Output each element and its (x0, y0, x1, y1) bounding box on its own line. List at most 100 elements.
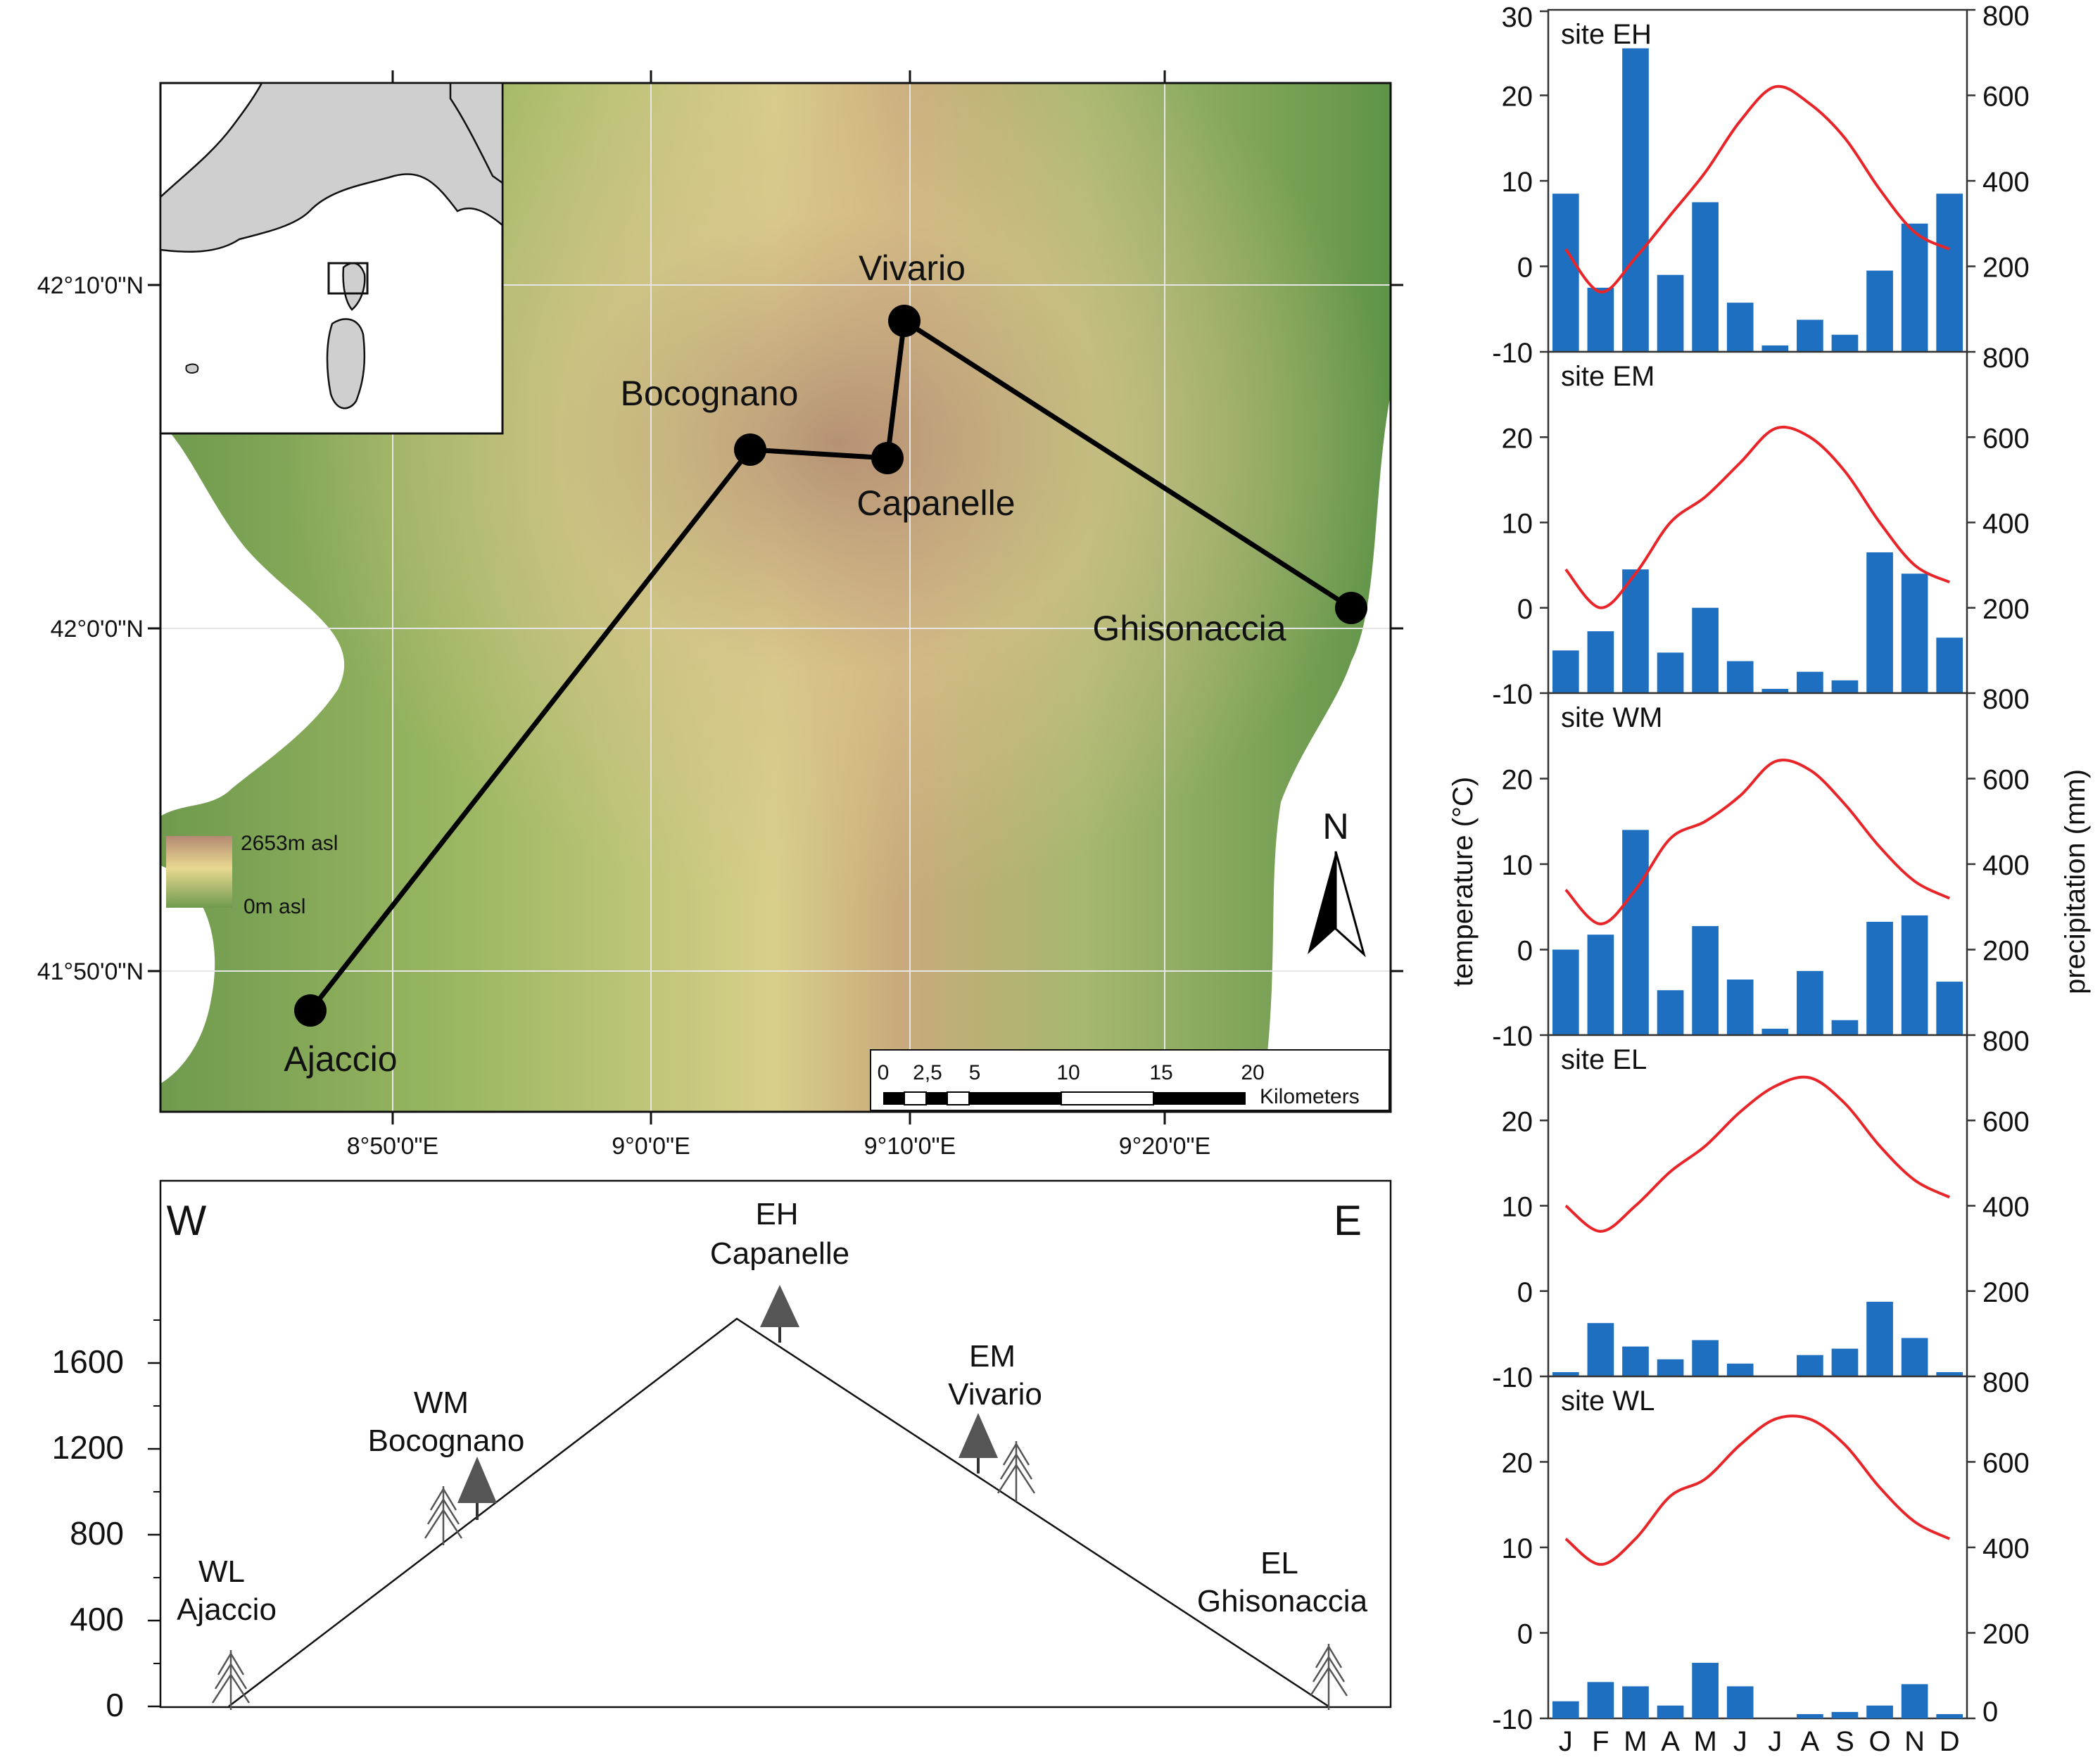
precipitation-tick: 0 (1982, 1697, 1998, 1728)
precipitation-bar (1901, 915, 1928, 1035)
month-label: A (1801, 1726, 1820, 1757)
town-label-vivario: Vivario (859, 248, 966, 288)
precipitation-bar (1901, 573, 1928, 693)
north-arrow-label: N (1322, 806, 1349, 847)
temperature-tick: -10 (1492, 338, 1533, 369)
temperature-line (1564, 426, 1951, 609)
precipitation-bar (1831, 1020, 1859, 1035)
precipitation-bar (1692, 202, 1719, 352)
precipitation-bar (1761, 345, 1789, 352)
precipitation-bar (1797, 319, 1823, 352)
scale-tick: 5 (969, 1061, 981, 1084)
precipitation-bar (1797, 671, 1823, 693)
profile-site-code: WM (414, 1386, 469, 1420)
precipitation-tick: 600 (1982, 765, 2030, 796)
precipitation-bar (1761, 688, 1789, 693)
precipitation-bar (1726, 980, 1754, 1035)
legend-low-label: 0m asl (243, 895, 305, 918)
tree-icon (997, 1441, 1036, 1502)
precipitation-bar (1692, 1340, 1719, 1376)
capanelle-marker (871, 442, 904, 474)
profile-y-tick: 0 (106, 1687, 124, 1723)
tree-icon (211, 1650, 251, 1710)
month-label: J (1559, 1726, 1573, 1757)
profile-terrain-line (228, 1317, 1329, 1708)
station-icon (457, 1457, 497, 1520)
climate-panel-title: site EM (1561, 361, 1655, 392)
precipitation-bar (1587, 1323, 1614, 1376)
month-label: D (1940, 1726, 1960, 1757)
precipitation-bar (1552, 1701, 1579, 1718)
elevation-profile: W E 0 400 800 1200 1600 WL Ajaccio WM Bo… (52, 1179, 1392, 1723)
temperature-tick: 10 (1502, 1533, 1533, 1564)
precipitation-tick: 800 (1982, 1367, 2030, 1398)
temperature-tick: 20 (1502, 1106, 1533, 1137)
month-label: F (1592, 1726, 1609, 1757)
town-labels: Vivario Bocognano Capanelle Ghisonaccia … (284, 248, 1286, 1079)
precipitation-bar (1901, 223, 1928, 352)
month-label: M (1624, 1726, 1647, 1757)
precipitation-bar (1657, 1705, 1684, 1718)
precipitation-tick: 200 (1982, 936, 2030, 967)
climate-panel-title: site EH (1561, 19, 1652, 50)
profile-y-tick: 1600 (52, 1343, 124, 1380)
lon-label: 9°0'0"E (612, 1133, 690, 1160)
north-arrow: N (1308, 806, 1366, 958)
precipitation-bar (1831, 1711, 1859, 1718)
temperature-tick: 0 (1517, 594, 1533, 625)
precipitation-bar (1622, 830, 1649, 1035)
precipitation-tick: 400 (1982, 1192, 2030, 1223)
climate-panel-title: site WL (1561, 1386, 1655, 1416)
climate-panel-em: -10 0 10 20 200 400 600 800 site EM (1492, 343, 2030, 710)
precipitation-bar (1657, 990, 1684, 1035)
temperature-tick: 0 (1517, 1619, 1533, 1650)
scale-unit: Kilometers (1260, 1085, 1360, 1108)
precipitation-bar (1866, 1301, 1893, 1376)
climate-panel-title: site EL (1561, 1044, 1647, 1075)
town-label-ajaccio: Ajaccio (284, 1039, 397, 1079)
temperature-line (1564, 1414, 1951, 1566)
month-label: J (1733, 1726, 1747, 1757)
temperature-tick: 10 (1502, 509, 1533, 540)
temperature-axis-label: temperature (°C) (1448, 777, 1479, 987)
precipitation-bar (1622, 1346, 1649, 1376)
temperature-line (1564, 84, 1951, 293)
profile-site-name: Ajaccio (177, 1592, 277, 1627)
precipitation-bar (1587, 287, 1614, 352)
month-label: A (1661, 1726, 1680, 1757)
precipitation-bar (1622, 569, 1649, 693)
precipitation-axis-label: precipitation (mm) (2060, 769, 2091, 994)
precipitation-bar (1761, 1028, 1789, 1035)
precipitation-bar (1587, 631, 1614, 693)
temperature-tick: 10 (1502, 167, 1533, 198)
temperature-tick: -10 (1492, 1362, 1533, 1393)
temperature-tick: 20 (1502, 765, 1533, 796)
precipitation-bar (1866, 1705, 1893, 1718)
temperature-tick: 20 (1502, 423, 1533, 454)
station-icon (760, 1285, 799, 1343)
scale-tick: 15 (1149, 1061, 1172, 1084)
precipitation-bar (1831, 334, 1859, 352)
profile-site-name: Ghisonaccia (1197, 1584, 1368, 1618)
lon-label: 8°50'0"E (347, 1133, 438, 1160)
precipitation-bar (1936, 638, 1963, 693)
precipitation-tick: 400 (1982, 167, 2030, 198)
temperature-tick: 10 (1502, 850, 1533, 881)
scale-tick: 10 (1056, 1061, 1080, 1084)
temperature-tick: -10 (1492, 1021, 1533, 1052)
profile-site-code: EM (969, 1339, 1016, 1374)
precipitation-bar (1692, 607, 1719, 693)
precipitation-bar (1936, 982, 1963, 1035)
precipitation-tick: 200 (1982, 594, 2030, 625)
site-markers (294, 305, 1367, 1027)
precipitation-bar (1552, 194, 1579, 352)
precipitation-bar (1831, 1348, 1859, 1376)
month-label: N (1904, 1726, 1925, 1757)
month-label: S (1835, 1726, 1854, 1757)
profile-y-tick: 1200 (52, 1429, 124, 1466)
precipitation-bar (1657, 652, 1684, 693)
elevation-legend: 2653m asl 0m asl (166, 832, 338, 918)
precipitation-bar (1552, 1371, 1579, 1376)
tree-icon (424, 1486, 463, 1545)
